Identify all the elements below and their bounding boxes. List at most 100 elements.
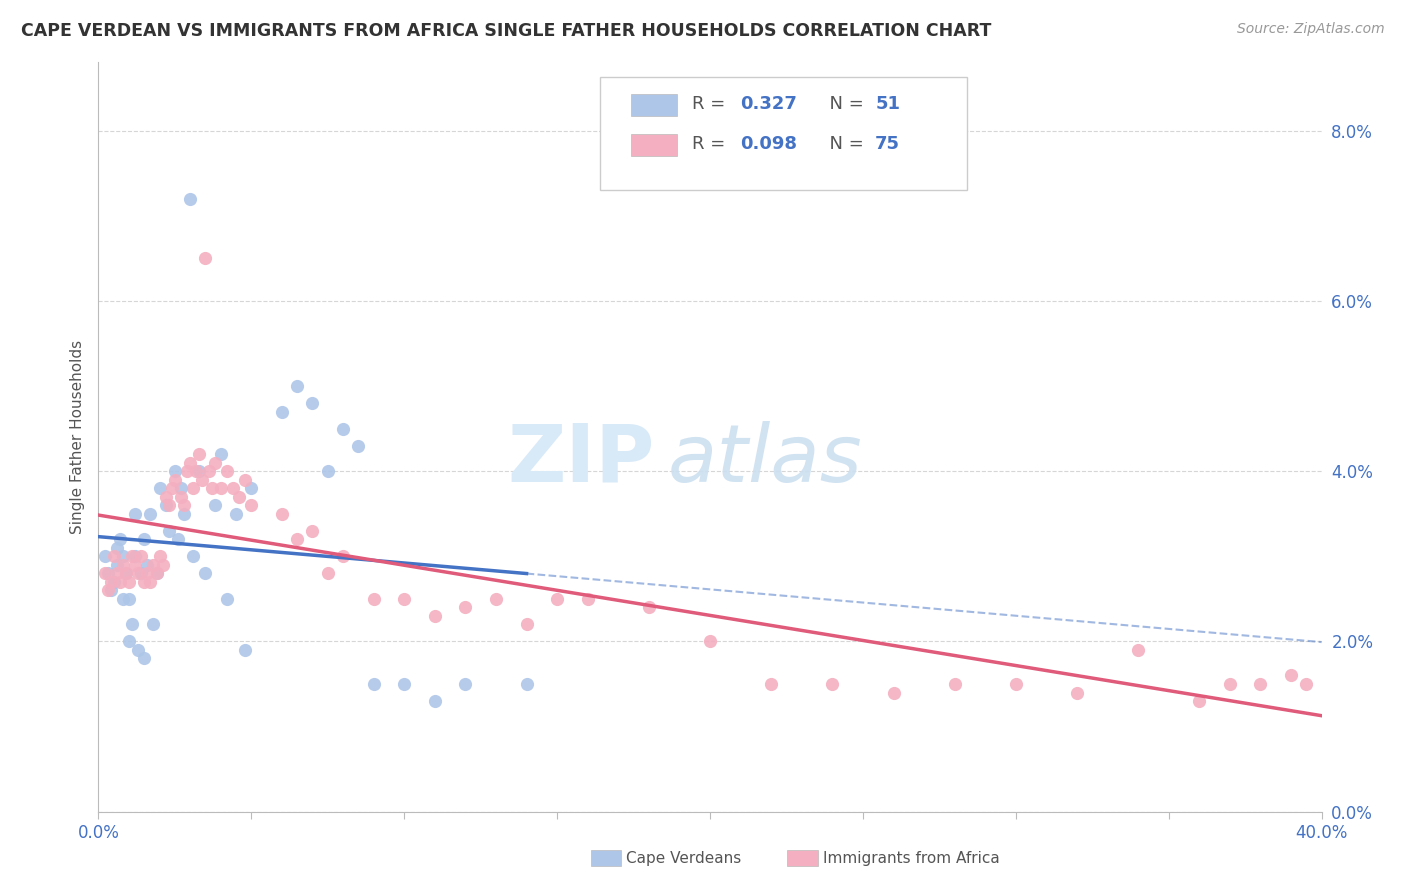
- Point: [115, 566, 138, 581]
- Point: [152, 558, 174, 572]
- Point: [121, 617, 143, 632]
- Point: [188, 464, 211, 478]
- Point: [97, 566, 120, 581]
- Point: [332, 549, 354, 564]
- Point: [316, 566, 339, 581]
- Point: [111, 549, 134, 564]
- Point: [145, 566, 167, 581]
- Point: [155, 498, 177, 512]
- Point: [142, 617, 165, 632]
- Point: [454, 677, 477, 691]
- Text: R =: R =: [692, 135, 731, 153]
- Point: [118, 634, 141, 648]
- Point: [100, 583, 122, 598]
- Point: [301, 524, 323, 538]
- Point: [883, 685, 905, 699]
- Point: [233, 473, 256, 487]
- Point: [576, 591, 599, 606]
- Point: [821, 677, 844, 691]
- Point: [118, 574, 141, 589]
- Text: R =: R =: [692, 95, 731, 113]
- Point: [173, 498, 195, 512]
- Point: [142, 558, 165, 572]
- Point: [699, 634, 721, 648]
- Point: [316, 464, 339, 478]
- Point: [103, 574, 125, 589]
- Point: [215, 591, 238, 606]
- Point: [179, 192, 201, 206]
- Point: [546, 591, 568, 606]
- Point: [103, 549, 125, 564]
- Point: [93, 549, 115, 564]
- Bar: [630, 134, 678, 156]
- Point: [392, 591, 416, 606]
- Point: [145, 566, 167, 581]
- Point: [124, 549, 146, 564]
- Point: [163, 464, 186, 478]
- Point: [100, 574, 122, 589]
- Point: [157, 498, 180, 512]
- Point: [149, 481, 172, 495]
- Point: [129, 566, 152, 581]
- Point: [240, 481, 263, 495]
- Point: [1066, 685, 1088, 699]
- Point: [485, 591, 508, 606]
- Point: [285, 533, 308, 547]
- Point: [160, 481, 183, 495]
- Point: [170, 481, 193, 495]
- Point: [301, 396, 323, 410]
- Point: [181, 481, 204, 495]
- Text: CAPE VERDEAN VS IMMIGRANTS FROM AFRICA SINGLE FATHER HOUSEHOLDS CORRELATION CHAR: CAPE VERDEAN VS IMMIGRANTS FROM AFRICA S…: [21, 22, 991, 40]
- Point: [363, 591, 385, 606]
- Point: [194, 252, 217, 266]
- Point: [423, 608, 446, 623]
- Point: [347, 439, 370, 453]
- Point: [111, 591, 134, 606]
- Point: [423, 694, 446, 708]
- Point: [1219, 677, 1241, 691]
- Text: Cape Verdeans: Cape Verdeans: [626, 851, 741, 865]
- Point: [97, 583, 120, 598]
- Point: [136, 566, 159, 581]
- Point: [516, 677, 538, 691]
- Point: [228, 490, 250, 504]
- Point: [1279, 668, 1302, 682]
- Point: [270, 507, 292, 521]
- Y-axis label: Single Father Households: Single Father Households: [69, 340, 84, 534]
- Point: [1249, 677, 1271, 691]
- Point: [163, 473, 186, 487]
- Point: [191, 473, 214, 487]
- Point: [392, 677, 416, 691]
- Text: atlas: atlas: [668, 420, 862, 499]
- Point: [1004, 677, 1026, 691]
- Point: [1188, 694, 1211, 708]
- Point: [105, 558, 128, 572]
- Point: [111, 558, 134, 572]
- FancyBboxPatch shape: [600, 78, 967, 190]
- Point: [222, 481, 245, 495]
- Point: [209, 481, 232, 495]
- Point: [127, 643, 149, 657]
- Point: [363, 677, 385, 691]
- Point: [454, 600, 477, 615]
- Point: [108, 574, 131, 589]
- Point: [149, 549, 172, 564]
- Point: [173, 507, 195, 521]
- Point: [516, 617, 538, 632]
- Text: 0.098: 0.098: [741, 135, 797, 153]
- Text: 75: 75: [875, 135, 900, 153]
- Point: [157, 524, 180, 538]
- Point: [170, 490, 193, 504]
- Text: N =: N =: [818, 135, 869, 153]
- Point: [200, 481, 222, 495]
- Point: [240, 498, 263, 512]
- Point: [1128, 643, 1150, 657]
- Point: [197, 464, 219, 478]
- Point: [124, 558, 146, 572]
- Point: [943, 677, 966, 691]
- Point: [179, 456, 201, 470]
- Point: [270, 404, 292, 418]
- Point: [139, 574, 162, 589]
- Point: [93, 566, 115, 581]
- Point: [124, 507, 146, 521]
